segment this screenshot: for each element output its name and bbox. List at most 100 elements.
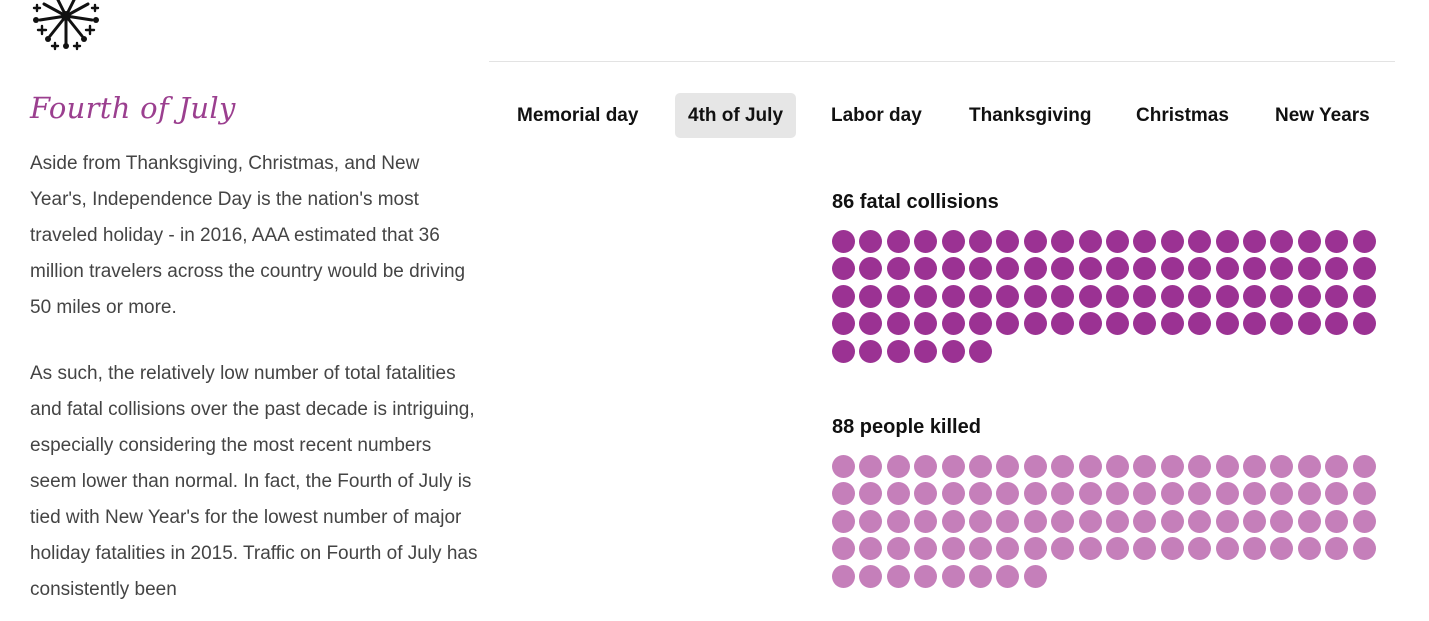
tab-new-years[interactable]: New Years <box>1275 105 1370 126</box>
dot <box>941 230 965 253</box>
fireworks-icon <box>32 0 100 51</box>
dot <box>1160 284 1184 308</box>
dot <box>886 537 910 561</box>
dot <box>1051 284 1075 308</box>
dot <box>914 257 938 281</box>
dot <box>832 230 855 253</box>
dot <box>1352 537 1376 561</box>
dot <box>832 564 855 588</box>
dot <box>1270 257 1294 281</box>
dot <box>832 455 855 478</box>
killed-dot-grid <box>832 455 1392 592</box>
tab-christmas[interactable]: Christmas <box>1136 105 1229 126</box>
dot <box>1133 537 1157 561</box>
dot <box>941 312 965 336</box>
dot <box>1352 230 1376 253</box>
article-paragraph: Aside from Thanksgiving, Christmas, and … <box>30 153 466 318</box>
dot <box>1106 455 1129 478</box>
dot <box>1325 257 1349 281</box>
dot <box>1160 482 1184 506</box>
dot <box>1023 312 1047 336</box>
dot <box>914 230 938 253</box>
dot <box>832 537 855 561</box>
article: Fourth of July Aside from Thanksgiving, … <box>30 84 480 608</box>
dot <box>832 339 855 363</box>
dot <box>1270 230 1294 253</box>
dot <box>1243 482 1266 506</box>
collisions-label: 86 fatal collisions <box>832 191 999 213</box>
article-paragraph: As such, the relatively low number of to… <box>30 363 478 600</box>
dot <box>1106 257 1129 281</box>
dot <box>914 509 938 533</box>
dot <box>1133 509 1157 533</box>
dot <box>914 564 938 588</box>
dot <box>832 312 855 336</box>
dot <box>1215 284 1239 308</box>
dot <box>996 230 1020 253</box>
dot <box>1188 312 1212 336</box>
dot <box>1243 230 1266 253</box>
dot <box>969 564 992 588</box>
dot <box>996 537 1020 561</box>
tab-thanksgiving[interactable]: Thanksgiving <box>969 105 1092 126</box>
dot <box>832 482 855 506</box>
dot <box>1188 537 1212 561</box>
dot <box>1051 455 1075 478</box>
dot <box>1297 257 1321 281</box>
tab-memorial-day[interactable]: Memorial day <box>517 105 639 126</box>
dot <box>1215 482 1239 506</box>
dot <box>1160 537 1184 561</box>
dot <box>1078 509 1102 533</box>
dot <box>1188 509 1212 533</box>
tab-labor-day[interactable]: Labor day <box>831 105 922 126</box>
dot <box>1078 482 1102 506</box>
dot <box>1243 312 1266 336</box>
dot <box>914 482 938 506</box>
dot <box>1106 284 1129 308</box>
dot <box>1023 537 1047 561</box>
dot <box>859 482 883 506</box>
dot <box>886 455 910 478</box>
killed-label: 88 people killed <box>832 416 981 438</box>
dot <box>996 482 1020 506</box>
dot <box>1188 257 1212 281</box>
dot <box>1297 537 1321 561</box>
dot <box>1023 230 1047 253</box>
dot <box>1325 509 1349 533</box>
dot <box>1160 455 1184 478</box>
dot <box>969 257 992 281</box>
dot <box>886 482 910 506</box>
dot <box>1215 257 1239 281</box>
dot <box>859 312 883 336</box>
dot <box>1023 482 1047 506</box>
dot <box>941 339 965 363</box>
dot <box>859 339 883 363</box>
dot <box>1133 312 1157 336</box>
dot <box>1133 257 1157 281</box>
dot <box>859 455 883 478</box>
dot <box>941 509 965 533</box>
dot <box>1325 284 1349 308</box>
dot <box>1078 312 1102 336</box>
dot <box>1023 284 1047 308</box>
killed-stat: 88 people killed <box>832 415 1392 592</box>
dot <box>1023 455 1047 478</box>
dot <box>969 339 992 363</box>
dot <box>832 509 855 533</box>
collisions-dot-grid <box>832 230 1392 367</box>
dot <box>969 230 992 253</box>
dot <box>1078 455 1102 478</box>
dot <box>1215 455 1239 478</box>
dot <box>1188 230 1212 253</box>
dot <box>969 312 992 336</box>
dot <box>1188 482 1212 506</box>
dot <box>886 509 910 533</box>
dot <box>1051 482 1075 506</box>
dot <box>1352 284 1376 308</box>
dot <box>1051 312 1075 336</box>
dot <box>1023 509 1047 533</box>
tab-4th-of-july[interactable]: 4th of July <box>675 93 797 138</box>
dot <box>996 455 1020 478</box>
dot <box>1352 312 1376 336</box>
dot <box>996 257 1020 281</box>
